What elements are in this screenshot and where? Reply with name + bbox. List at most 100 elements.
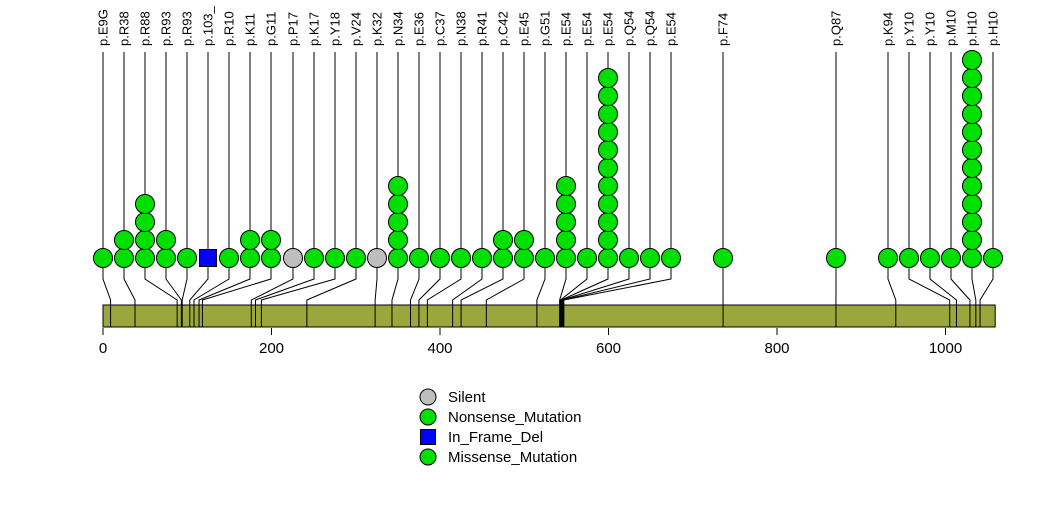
mutation-marker-circle (598, 68, 618, 88)
legend-label: Missense_Mutation (448, 449, 577, 466)
mutation-marker-circle (899, 248, 919, 268)
mutation-label: p.E54 (601, 12, 616, 46)
mutation-marker-circle (493, 230, 513, 250)
mutation-marker-circle (135, 230, 155, 250)
mutation-marker-circle (962, 248, 982, 268)
axis-tick-label: 600 (596, 340, 621, 357)
mutation-marker-circle (240, 248, 260, 268)
mutation-marker-circle (430, 248, 450, 268)
mutation-marker-circle (556, 194, 576, 214)
axis-tick-label: 0 (99, 340, 107, 357)
mutation-marker-circle (325, 248, 345, 268)
mutation-marker-circle (472, 248, 492, 268)
mutation-marker-circle (962, 104, 982, 124)
mutation-marker-circle (598, 194, 618, 214)
mutation-marker-circle (598, 104, 618, 124)
mutation-marker-circle (135, 248, 155, 268)
mutation-marker-circle (920, 248, 940, 268)
mutation-marker-circle (283, 248, 303, 268)
mutation-markers-layer (93, 50, 1003, 268)
mutation-marker-circle (514, 230, 534, 250)
mutation-marker-circle (261, 230, 281, 250)
mutation-label: p.K94 (881, 12, 896, 46)
mutation-marker-circle (114, 230, 134, 250)
legend-marker-circle (419, 388, 437, 406)
mutation-marker-circle (493, 248, 513, 268)
mutation-marker-circle (962, 68, 982, 88)
mutation-marker-circle (598, 140, 618, 160)
mutation-marker-circle (388, 194, 408, 214)
mutation-label: p.E36 (412, 12, 427, 46)
mutation-marker-circle (388, 230, 408, 250)
mutation-marker-circle (598, 86, 618, 106)
mutation-marker-circle (619, 248, 639, 268)
mutation-marker-circle (878, 248, 898, 268)
mutation-marker-circle (661, 248, 681, 268)
mutation-marker-circle (598, 176, 618, 196)
axis-tick-label: 1000 (929, 340, 962, 357)
mutation-label: p.R41 (475, 11, 490, 46)
axis-layer: 0 200 400 600 800 1000 (99, 328, 962, 357)
mutation-label: p.E9G (96, 9, 111, 46)
protein-bar (102, 304, 996, 328)
mutation-label: p.E54 (664, 12, 679, 46)
mutation-label: p.E45 (517, 12, 532, 46)
mutation-marker-circle (535, 248, 555, 268)
mutation-label: p.N34 (391, 11, 406, 46)
mutation-marker-circle (713, 248, 733, 268)
mutation-label: p.G11 (264, 12, 279, 46)
mutation-label: p.E54 (559, 12, 574, 46)
mutation-marker-circle (156, 230, 176, 250)
mutation-label: p.M10 (944, 10, 959, 46)
mutation-marker-circle (826, 248, 846, 268)
mutation-label: p.H10 (986, 11, 1001, 46)
mutation-label: p.R93 (159, 11, 174, 46)
mutation-label: p.R88 (138, 11, 153, 46)
mutation-marker-circle (346, 248, 366, 268)
mutation-marker-circle (598, 158, 618, 178)
legend-item: Missense_Mutation (419, 448, 577, 466)
mutation-marker-circle (598, 212, 618, 232)
mutation-label: p.Y10 (923, 12, 938, 46)
mutation-label: p.Y18 (328, 12, 343, 46)
mutation-marker-circle (388, 176, 408, 196)
axis-tick-label: 800 (764, 340, 789, 357)
mutation-marker-circle (114, 248, 134, 268)
mutation-label: p.E54 (580, 12, 595, 46)
mutation-marker-square (199, 249, 217, 267)
position-lines-layer (110, 305, 981, 327)
mutation-marker-circle (556, 230, 576, 250)
mutation-label: p.G51 (538, 11, 553, 46)
mutation-label: p.V24 (349, 12, 364, 46)
mutation-marker-circle (598, 122, 618, 142)
mutation-label: p.F74 (716, 13, 731, 46)
mutation-label: p.C42 (496, 11, 511, 46)
mutation-label: p.Q54 (643, 11, 658, 46)
legend-label: Nonsense_Mutation (448, 409, 581, 426)
mutation-marker-circle (962, 86, 982, 106)
mutation-label: p.K32 (370, 12, 385, 46)
mutation-marker-circle (962, 50, 982, 70)
mutation-marker-circle (304, 248, 324, 268)
mutation-label: p.N38 (454, 11, 469, 46)
mutation-marker-circle (135, 212, 155, 232)
mutation-marker-circle (577, 248, 597, 268)
mutation-marker-circle (640, 248, 660, 268)
mutation-marker-circle (556, 212, 576, 232)
mutation-marker-circle (556, 248, 576, 268)
legend-marker-square (420, 429, 436, 445)
legend-item: Nonsense_Mutation (419, 408, 581, 426)
mutation-marker-circle (219, 248, 239, 268)
mutation-marker-circle (156, 248, 176, 268)
axis-tick-label: 400 (427, 340, 452, 357)
mutation-label: p.H10 (965, 11, 980, 46)
mutation-marker-circle (177, 248, 197, 268)
mutation-label: p.103_ (201, 5, 216, 46)
mutation-marker-circle (962, 230, 982, 250)
mutation-label: p.Q54 (622, 11, 637, 46)
mutation-marker-circle (983, 248, 1003, 268)
mutation-marker-circle (388, 248, 408, 268)
mutation-marker-circle (962, 158, 982, 178)
legend-item: In_Frame_Del (420, 429, 543, 446)
mutation-marker-circle (598, 230, 618, 250)
